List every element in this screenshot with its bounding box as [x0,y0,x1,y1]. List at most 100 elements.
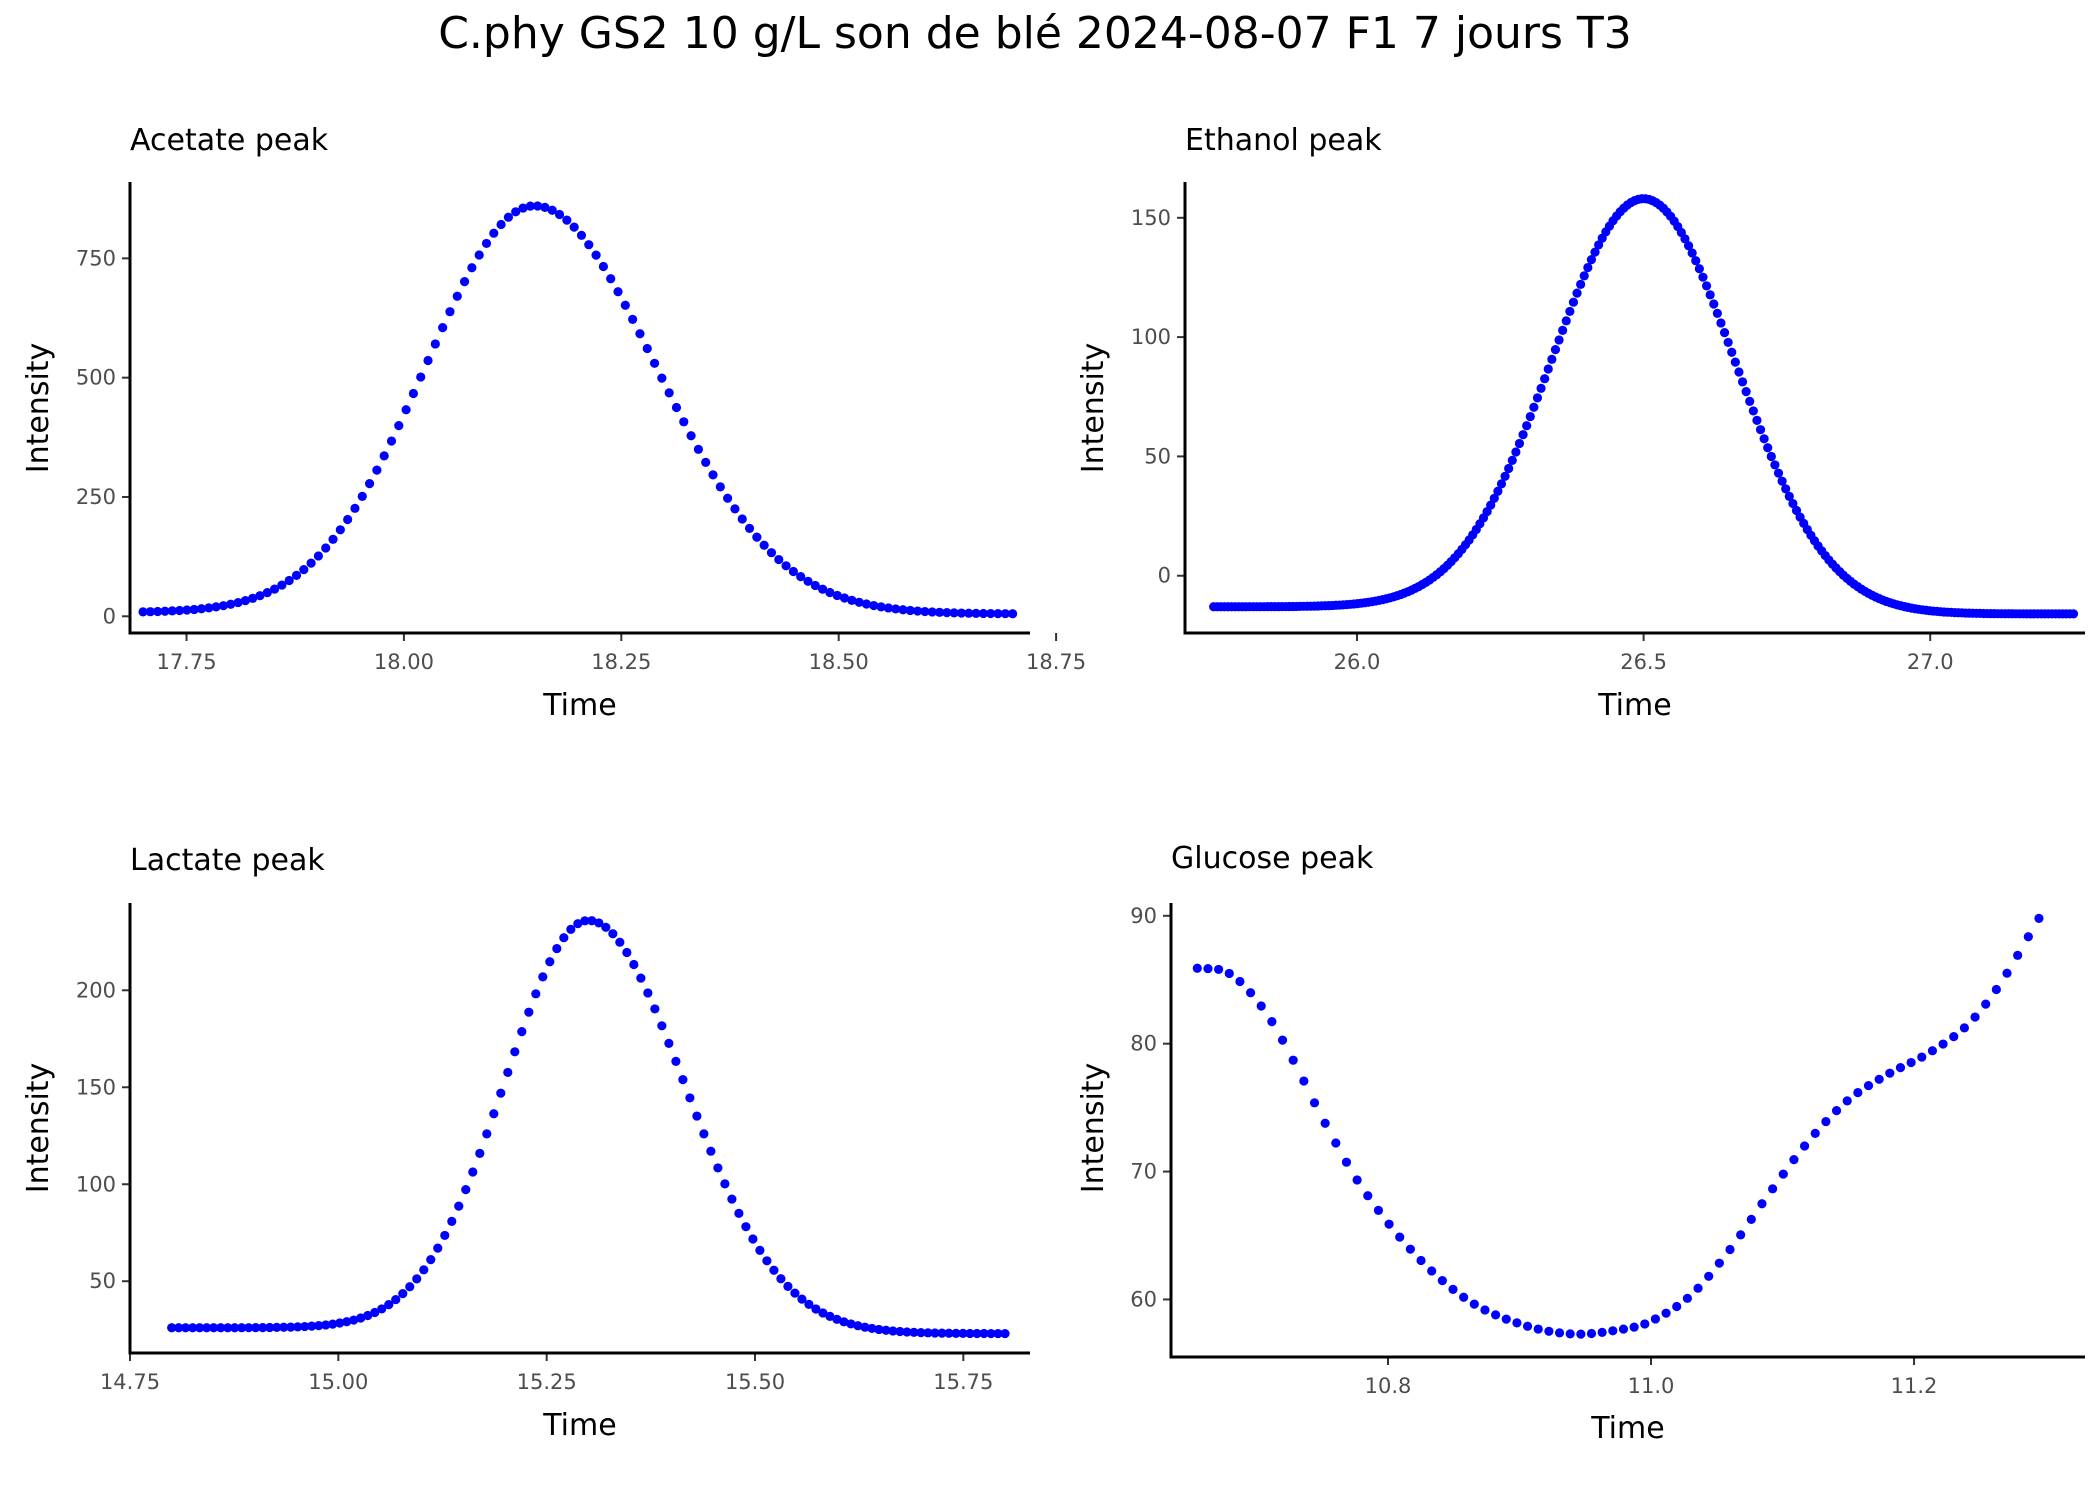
glucose-data-point [1970,1012,1980,1022]
ethanol-data-point [1709,299,1719,309]
glucose-data-point [1810,1128,1820,1138]
ethanol-data-point [1586,255,1597,265]
lactate-data-point [951,1328,961,1338]
acetate-data-point [569,222,579,232]
lactate-data-point [335,1318,345,1328]
acetate-data-point [306,558,316,568]
acetate-data-point [847,595,857,605]
acetate-data-point [737,514,747,524]
glucose-data-point [1214,964,1224,975]
acetate-data-point [920,606,930,617]
lactate-data-point [482,1129,492,1139]
lactate-data-point [538,972,548,982]
ethanol-data-point [1719,328,1730,338]
lactate-data-point [223,1323,233,1333]
acetate-data-point [715,482,725,492]
acetate-y-axis-label: Intensity [21,343,56,474]
lactate-data-point [678,1075,688,1085]
acetate-data-point [964,608,974,618]
ethanol-data-point [1489,493,1499,503]
lactate-data-point [321,1320,331,1330]
ethanol-data-point [1759,434,1769,444]
acetate-data-point [752,532,762,542]
glucose-data-point [1224,968,1234,979]
acetate-data-point [299,564,309,575]
ethanol-data-point [1540,374,1550,384]
glucose-data-point [1491,1310,1501,1320]
glucose-data-point [2034,913,2044,923]
ethanol-data-point [1777,476,1787,486]
lactate-data-point [391,1294,401,1305]
lactate-data-point [972,1328,982,1339]
lactate-data-point [195,1323,205,1333]
lactate-data-point [454,1201,464,1211]
lactate-data-point [979,1328,989,1339]
ethanol-data-point [1730,357,1740,367]
lactate-x-tick-label: 14.75 [100,1370,160,1394]
acetate-data-point [291,570,302,580]
glucose-y-tick-label: 70 [1130,1160,1157,1184]
lactate-data-point [727,1194,737,1204]
lactate-data-point [566,924,576,934]
acetate-data-point [174,605,185,616]
acetate-data-point [518,203,528,213]
lactate-data-point [762,1256,772,1266]
lactate-data-point [580,916,590,926]
lactate-data-point [594,918,604,928]
acetate-data-point [489,228,499,238]
acetate-data-point [372,465,382,475]
glucose-data-point [1778,1169,1788,1179]
glucose-data-point [1831,1106,1842,1116]
glucose-data-point [1565,1329,1575,1339]
lactate-x-axis-label: Time [542,1408,616,1443]
glucose-data-point [1341,1157,1352,1167]
glucose-data-point [1650,1314,1661,1324]
acetate-data-point [226,599,236,609]
acetate-panel: Acetate peak Time Intensity 0 250 500 750 17… [21,123,1086,723]
lactate-data-point [671,1056,681,1066]
acetate-data-point [547,205,557,215]
lactate-data-point [531,989,541,999]
acetate-data-point [810,580,820,591]
glucose-data-point [1725,1244,1735,1255]
lactate-data-point [650,1004,660,1014]
acetate-data-point [321,543,331,553]
lactate-data-point [405,1282,415,1292]
lactate-data-point [692,1111,702,1121]
acetate-data-point [248,593,258,603]
glucose-data-point [1917,1052,1927,1062]
acetate-data-point [255,591,265,601]
lactate-data-point [643,988,653,998]
acetate-data-point [993,609,1003,619]
acetate-data-point [233,597,243,608]
acetate-data-point [759,540,769,550]
lactate-data-point [307,1321,317,1331]
acetate-y-tick-label: 250 [76,485,116,509]
glucose-data-point [1203,963,1213,974]
acetate-data-point [891,604,901,614]
lactate-data-point [986,1328,996,1339]
acetate-y-tick-label: 0 [103,604,116,628]
glucose-data-point [1736,1230,1746,1240]
lactate-data-point [188,1323,198,1333]
lactate-data-point [685,1093,695,1103]
lactate-y-tick-label: 100 [76,1172,116,1196]
ethanol-data-point [1579,271,1589,281]
glucose-data-point [1991,984,2001,995]
lactate-y-tick-label: 150 [76,1075,116,1099]
ethanol-x-tick-label: 26.0 [1334,650,1381,674]
ethanol-data-point [1727,347,1737,357]
lactate-data-point [370,1307,380,1318]
lactate-data-point [503,1067,513,1078]
acetate-data-point [978,608,988,619]
lactate-data-point [741,1222,751,1232]
glucose-data-point [1277,1035,1288,1045]
lactate-data-point [202,1323,212,1333]
ethanol-data-point [1550,345,1561,355]
acetate-data-point [335,525,345,535]
ethanol-data-point [1701,281,1712,291]
ethanol-data-point [1687,248,1697,258]
ethanol-data-point [1748,406,1758,416]
acetate-data-point [554,209,565,220]
lactate-data-point [909,1327,919,1337]
